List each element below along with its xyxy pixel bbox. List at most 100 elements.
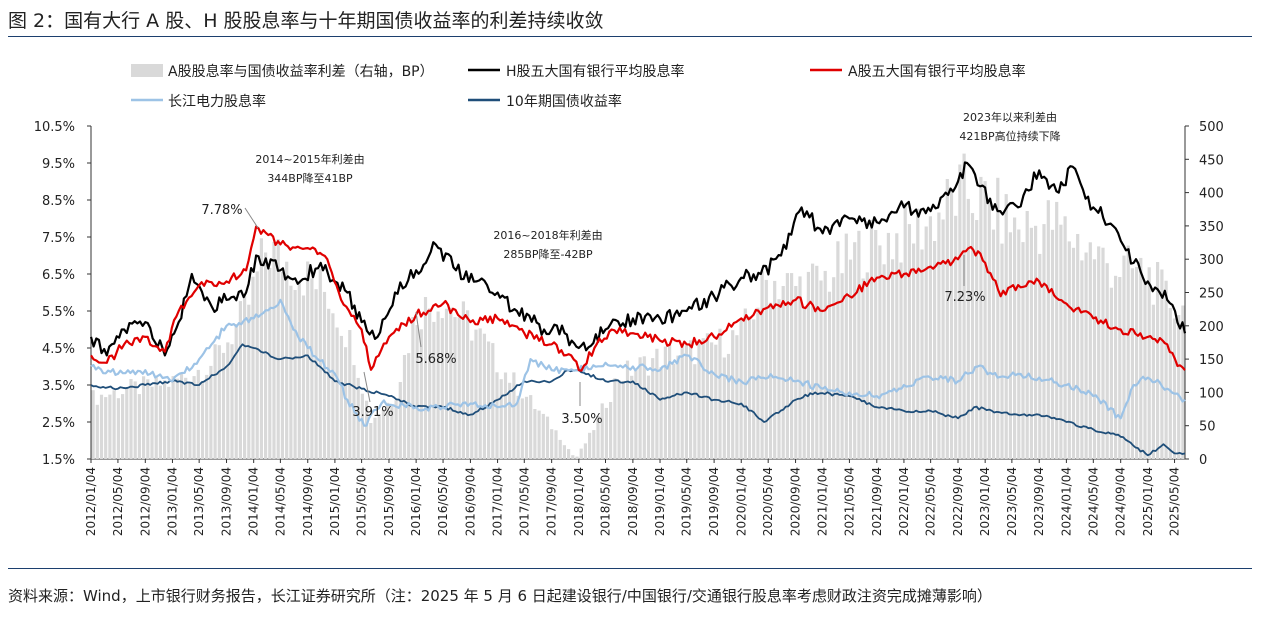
spread-bar	[672, 363, 676, 459]
spread-bar	[1114, 275, 1118, 459]
spread-bar	[646, 375, 651, 459]
spread-bar	[360, 393, 364, 459]
spread-bar	[886, 232, 890, 459]
legend-item-yangtze-power[interactable]: 长江电力股息率	[131, 93, 266, 110]
spread-bar	[398, 382, 402, 459]
spread-bar	[1177, 315, 1181, 459]
annotation-leader-v2	[415, 311, 422, 348]
spread-bar	[1063, 216, 1067, 459]
dividend-spread-chart: A股股息率与国债收益率利差（右轴，BP） H股五大国有银行平均股息率 A股五大国…	[34, 63, 1224, 536]
spread-bar	[958, 164, 962, 459]
legend-item-a-share[interactable]: A股五大国有银行平均股息率	[810, 63, 1026, 80]
spread-bar	[966, 198, 970, 459]
spread-bar	[655, 348, 659, 459]
spread-bar	[381, 409, 385, 459]
spread-bar	[545, 416, 550, 459]
spread-bar	[301, 295, 306, 459]
spread-bar	[247, 304, 251, 459]
legend: A股股息率与国债收益率利差（右轴，BP） H股五大国有银行平均股息率 A股五大国…	[131, 63, 1026, 110]
spread-bar	[676, 355, 680, 459]
x-tick-label: 2014/01/04	[247, 467, 261, 536]
spread-bar	[600, 403, 604, 459]
x-tick-label: 2024/09/04	[1114, 467, 1128, 536]
spread-bar	[491, 343, 495, 459]
spread-bar	[1008, 232, 1012, 459]
spread-bar	[1029, 227, 1033, 459]
spread-bar	[150, 386, 154, 459]
spread-bar	[970, 213, 975, 459]
spread-bar	[848, 259, 853, 459]
spread-bar	[739, 320, 743, 459]
spread-bar	[592, 430, 596, 459]
x-tick-label: 2022/01/04	[897, 467, 911, 536]
x-tick-label: 2015/09/04	[382, 467, 396, 536]
spread-bar	[747, 316, 752, 459]
spread-bar	[196, 369, 200, 459]
y-right-tick-label: 350	[1199, 220, 1224, 235]
spread-bar	[865, 272, 869, 459]
y-right-tick-label: 100	[1199, 386, 1224, 401]
spread-bar	[554, 430, 558, 459]
spread-bar	[221, 352, 226, 459]
spread-bar	[192, 376, 196, 459]
spread-bar	[891, 259, 895, 459]
legend-label-a-share: A股五大国有银行平均股息率	[848, 63, 1026, 80]
spread-bar	[991, 229, 996, 459]
x-tick-label: 2017/05/04	[517, 467, 531, 536]
spread-bar	[756, 307, 760, 459]
spread-bar	[344, 347, 348, 459]
spread-bar	[832, 277, 836, 459]
spread-bar	[790, 273, 794, 459]
y-left-tick-label: 5.5%	[42, 305, 75, 320]
spread-bar	[520, 398, 524, 459]
legend-label-yangtze-power: 长江电力股息率	[168, 93, 266, 110]
spread-bar	[836, 241, 840, 459]
x-tick-label: 2024/01/04	[1059, 467, 1073, 536]
spread-bar	[1122, 255, 1126, 459]
spread-bar	[625, 360, 630, 459]
spread-bar	[899, 262, 903, 459]
spread-bar	[268, 267, 272, 459]
spread-bar	[461, 301, 465, 459]
spread-bar	[752, 319, 756, 459]
spread-bar	[630, 375, 634, 459]
spread-bar	[524, 396, 529, 459]
spread-bar	[1042, 224, 1046, 459]
annotation-a3: 421BP高位持续下降	[959, 129, 1060, 143]
spread-bar	[954, 215, 958, 459]
spread-bar	[377, 414, 381, 459]
spread-bar	[133, 381, 137, 459]
spread-bar	[373, 417, 377, 459]
spread-bar	[428, 308, 432, 459]
legend-item-10y-bond[interactable]: 10年期国债收益率	[468, 93, 622, 110]
spread-bar	[432, 321, 436, 459]
spread-bar	[773, 280, 777, 459]
spread-bar	[310, 278, 314, 459]
spread-bar	[550, 429, 554, 459]
spread-bar	[230, 344, 234, 459]
spread-bar	[272, 241, 276, 459]
legend-item-h-share[interactable]: H股五大国有银行平均股息率	[468, 63, 685, 80]
spread-bar	[293, 290, 297, 459]
spread-bar	[907, 224, 911, 459]
spread-bar	[470, 340, 474, 459]
spread-bar	[503, 372, 508, 459]
spread-bar	[638, 357, 642, 459]
spread-bar	[487, 341, 491, 459]
spread-bar	[386, 402, 390, 459]
spread-bar	[188, 382, 192, 459]
spread-bar	[962, 153, 966, 459]
x-tick-label: 2021/05/04	[842, 467, 856, 536]
x-tick-label: 2024/05/04	[1086, 467, 1100, 536]
spread-bar	[634, 369, 638, 459]
spread-bar	[394, 400, 398, 459]
spread-bar	[857, 230, 861, 459]
x-tick-label: 2021/09/04	[870, 467, 884, 536]
legend-item-spread[interactable]: A股股息率与国债收益率利差（右轴，BP）	[131, 63, 434, 80]
x-tick-label: 2018/01/04	[572, 467, 586, 536]
y-left-tick-label: 3.5%	[42, 379, 75, 394]
spread-bar	[987, 199, 991, 460]
spread-bar	[99, 394, 104, 459]
spread-bar	[1130, 268, 1134, 459]
spread-bar	[121, 394, 125, 459]
